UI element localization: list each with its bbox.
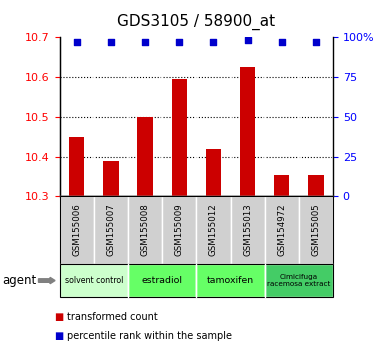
Text: GDS3105 / 58900_at: GDS3105 / 58900_at — [117, 14, 275, 30]
Text: GSM155013: GSM155013 — [243, 204, 252, 257]
Text: solvent control: solvent control — [65, 276, 123, 285]
Bar — [240, 67, 255, 196]
Point — [244, 38, 251, 43]
Text: GSM155009: GSM155009 — [175, 204, 184, 256]
Text: GSM154972: GSM154972 — [277, 204, 286, 256]
Text: Cimicifuga
racemosa extract: Cimicifuga racemosa extract — [267, 274, 331, 287]
Text: agent: agent — [2, 274, 36, 287]
Bar — [172, 79, 187, 196]
Point — [142, 39, 148, 45]
Text: percentile rank within the sample: percentile rank within the sample — [67, 331, 233, 341]
Point — [108, 39, 114, 45]
Point — [176, 39, 182, 45]
Point — [279, 39, 285, 45]
Text: GSM155006: GSM155006 — [72, 204, 81, 257]
Bar — [274, 175, 290, 196]
Bar — [137, 117, 153, 196]
Text: tamoxifen: tamoxifen — [207, 276, 254, 285]
Point — [313, 39, 319, 45]
Text: estradiol: estradiol — [142, 276, 182, 285]
Point — [210, 39, 216, 45]
Text: ■: ■ — [54, 331, 63, 341]
Text: GSM155008: GSM155008 — [141, 204, 150, 257]
Text: GSM155007: GSM155007 — [106, 204, 115, 257]
Bar — [69, 137, 84, 196]
Bar — [206, 149, 221, 196]
Bar — [103, 161, 119, 196]
Text: transformed count: transformed count — [67, 312, 158, 322]
Bar — [308, 175, 324, 196]
Text: GSM155012: GSM155012 — [209, 204, 218, 257]
Text: GSM155005: GSM155005 — [311, 204, 320, 257]
Point — [74, 39, 80, 45]
Text: ■: ■ — [54, 312, 63, 322]
